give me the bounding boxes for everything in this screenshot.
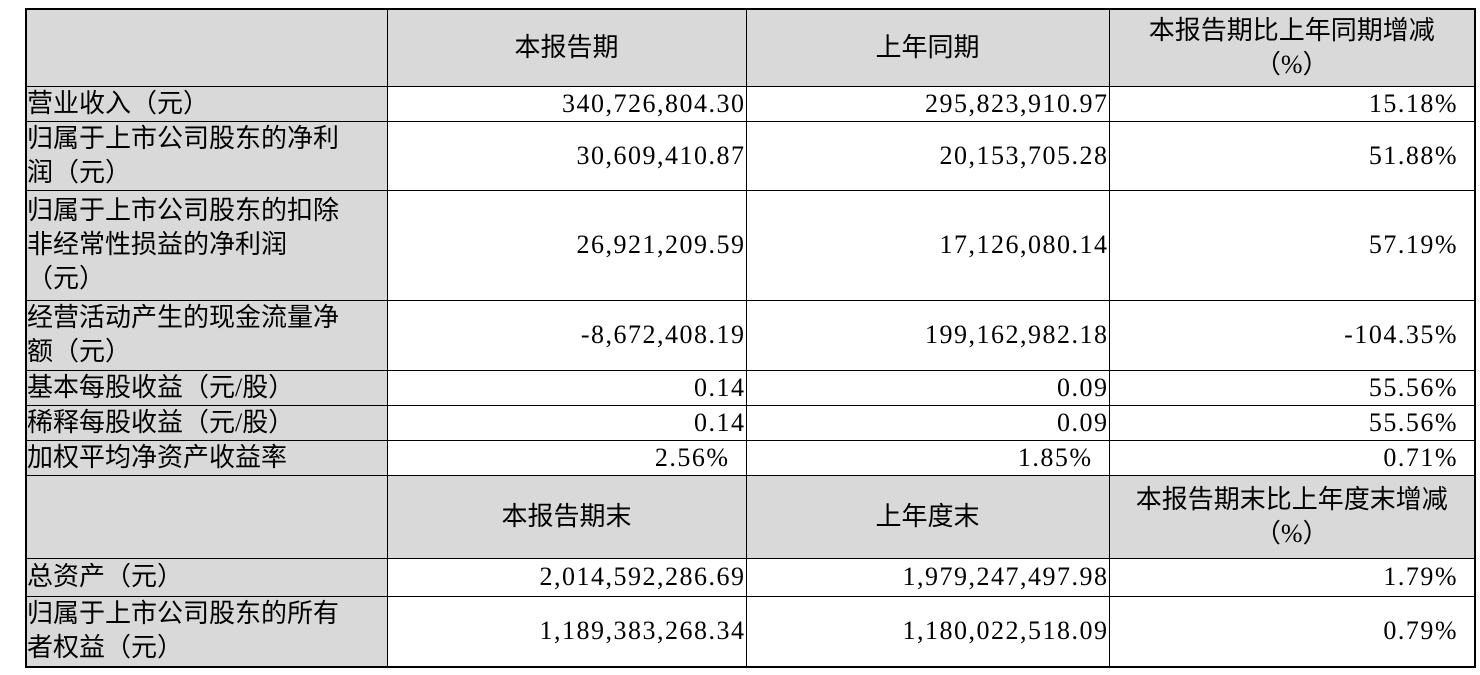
table-row-total-assets: 总资产（元） 2,014,592,286.69 1,979,247,497.98…	[25, 557, 1476, 597]
row-label-cell: 归属于上市公司股东的净利 润（元）	[25, 120, 388, 191]
prior-value-cell: 199,162,982.18	[745, 299, 1110, 371]
prior-value-cell: 17,126,080.14	[745, 189, 1110, 301]
financial-summary-table: 本报告期 上年同期 本报告期比上年同期增减 （%） 营业收入（元） 340,72…	[25, 8, 1476, 668]
row-label-cell: 营业收入（元）	[25, 85, 388, 122]
change-value-cell: 55.56%	[1108, 404, 1476, 441]
header-cell-prior-year-end: 上年度末	[745, 474, 1110, 559]
row-label-cell: 基本每股收益（元/股）	[25, 369, 388, 406]
header-cell-current-period: 本报告期	[386, 8, 747, 87]
change-value-cell: -104.35%	[1108, 299, 1476, 371]
change-value-cell: 1.79%	[1108, 557, 1476, 597]
prior-value-cell: 1,979,247,497.98	[745, 557, 1110, 597]
table-row-shareholders-equity: 归属于上市公司股东的所有 者权益（元） 1,189,383,268.34 1,1…	[25, 595, 1476, 668]
table-row-operating-revenue: 营业收入（元） 340,726,804.30 295,823,910.97 15…	[25, 85, 1476, 122]
current-value-cell: -8,672,408.19	[386, 299, 747, 371]
table-row-net-profit: 归属于上市公司股东的净利 润（元） 30,609,410.87 20,153,7…	[25, 120, 1476, 191]
header-cell-change-period-end: 本报告期末比上年度末增减 （%）	[1108, 474, 1476, 559]
header-row-period: 本报告期 上年同期 本报告期比上年同期增减 （%）	[25, 8, 1476, 87]
change-value-cell: 51.88%	[1108, 120, 1476, 191]
prior-value-cell: 295,823,910.97	[745, 85, 1110, 122]
current-value-cell: 26,921,209.59	[386, 189, 747, 301]
table-row-net-profit-excl-nonrecurring: 归属于上市公司股东的扣除 非经常性损益的净利润 （元） 26,921,209.5…	[25, 189, 1476, 301]
current-value-cell: 340,726,804.30	[386, 85, 747, 122]
current-value-cell: 1,189,383,268.34	[386, 595, 747, 668]
row-label-cell: 总资产（元）	[25, 557, 388, 597]
prior-value-cell: 0.09	[745, 404, 1110, 441]
table-row-basic-eps: 基本每股收益（元/股） 0.14 0.09 55.56%	[25, 369, 1476, 406]
prior-value-cell: 1,180,022,518.09	[745, 595, 1110, 668]
row-label-cell: 稀释每股收益（元/股）	[25, 404, 388, 441]
row-label-cell: 加权平均净资产收益率	[25, 439, 388, 476]
header-cell-prior-period: 上年同期	[745, 8, 1110, 87]
row-label-cell: 归属于上市公司股东的扣除 非经常性损益的净利润 （元）	[25, 189, 388, 301]
current-value-cell: 0.14	[386, 369, 747, 406]
current-value-cell: 0.14	[386, 404, 747, 441]
header-row-period-end: 本报告期末 上年度末 本报告期末比上年度末增减 （%）	[25, 474, 1476, 559]
header-cell-current-period-end: 本报告期末	[386, 474, 747, 559]
header-cell-blank	[25, 474, 388, 559]
current-value-cell: 30,609,410.87	[386, 120, 747, 191]
row-label-cell: 经营活动产生的现金流量净 额（元）	[25, 299, 388, 371]
header-cell-change-period: 本报告期比上年同期增减 （%）	[1108, 8, 1476, 87]
table-row-operating-cash-flow: 经营活动产生的现金流量净 额（元） -8,672,408.19 199,162,…	[25, 299, 1476, 371]
row-label-cell: 归属于上市公司股东的所有 者权益（元）	[25, 595, 388, 668]
change-value-cell: 55.56%	[1108, 369, 1476, 406]
table-row-weighted-avg-roe: 加权平均净资产收益率 2.56% 1.85% 0.71%	[25, 439, 1476, 476]
current-value-cell: 2.56%	[386, 439, 747, 476]
change-value-cell: 0.71%	[1108, 439, 1476, 476]
current-value-cell: 2,014,592,286.69	[386, 557, 747, 597]
table-row-diluted-eps: 稀释每股收益（元/股） 0.14 0.09 55.56%	[25, 404, 1476, 441]
change-value-cell: 15.18%	[1108, 85, 1476, 122]
header-cell-blank	[25, 8, 388, 87]
prior-value-cell: 0.09	[745, 369, 1110, 406]
change-value-cell: 0.79%	[1108, 595, 1476, 668]
change-value-cell: 57.19%	[1108, 189, 1476, 301]
prior-value-cell: 1.85%	[745, 439, 1110, 476]
prior-value-cell: 20,153,705.28	[745, 120, 1110, 191]
